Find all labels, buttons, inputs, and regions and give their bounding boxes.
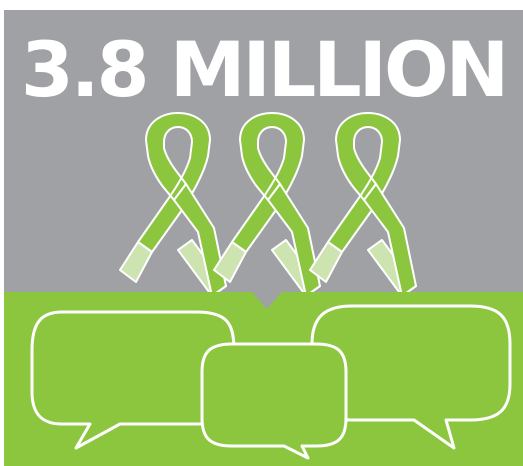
speech-bubble-icon	[310, 304, 512, 450]
statistic-panel: 3.8 MILLION	[4, 10, 523, 292]
speech-bubble-icon	[30, 310, 236, 450]
speech-bubble-icon	[200, 342, 348, 460]
headline-statistic: 3.8 MILLION	[20, 25, 509, 114]
